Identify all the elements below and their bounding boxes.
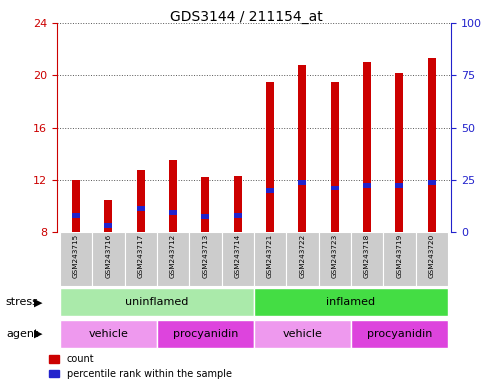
Bar [298,180,307,185]
Bar [254,288,448,316]
Text: procyanidin: procyanidin [367,329,432,339]
Text: uninflamed: uninflamed [125,297,189,307]
Text: GDS3144 / 211154_at: GDS3144 / 211154_at [170,10,323,23]
Bar [72,213,80,218]
Bar [234,176,242,232]
Bar [318,232,351,286]
Bar [298,65,307,232]
Bar [201,177,210,232]
Bar [137,207,145,211]
Legend: count, percentile rank within the sample: count, percentile rank within the sample [49,354,232,379]
Bar [351,320,448,348]
Bar [331,82,339,232]
Bar [169,210,177,215]
Text: inflamed: inflamed [326,297,376,307]
Bar [395,183,403,187]
Text: GSM243720: GSM243720 [429,234,435,278]
Text: ▶: ▶ [34,297,43,307]
Text: GSM243718: GSM243718 [364,234,370,278]
Text: GSM243716: GSM243716 [106,234,111,278]
Text: stress: stress [6,297,39,307]
Text: GSM243719: GSM243719 [396,234,402,278]
Bar [416,232,448,286]
Bar [137,170,145,232]
Bar [427,58,436,232]
Text: vehicle: vehicle [282,329,322,339]
Bar [286,232,318,286]
Text: GSM243713: GSM243713 [203,234,209,278]
Bar [60,232,92,286]
Bar [363,62,371,232]
Bar [363,183,371,187]
Bar [234,213,242,218]
Text: GSM243723: GSM243723 [332,234,338,278]
Bar [331,185,339,190]
Text: GSM243722: GSM243722 [299,234,305,278]
Text: vehicle: vehicle [88,329,128,339]
Bar [92,232,125,286]
Text: procyanidin: procyanidin [173,329,238,339]
Bar [157,320,254,348]
Text: GSM243712: GSM243712 [170,234,176,278]
Bar [201,214,210,219]
Bar [383,232,416,286]
Bar [157,232,189,286]
Bar [221,232,254,286]
Bar [60,288,254,316]
Bar [105,223,112,228]
Bar [125,232,157,286]
Bar [395,73,403,232]
Bar [189,232,221,286]
Text: agent: agent [6,329,38,339]
Text: GSM243714: GSM243714 [235,234,241,278]
Bar [266,82,274,232]
Bar [169,161,177,232]
Text: GSM243717: GSM243717 [138,234,144,278]
Text: GSM243721: GSM243721 [267,234,273,278]
Bar [105,200,112,232]
Text: ▶: ▶ [34,329,43,339]
Bar [266,188,274,193]
Text: GSM243715: GSM243715 [73,234,79,278]
Bar [427,180,436,185]
Bar [72,180,80,232]
Bar [254,232,286,286]
Bar [60,320,157,348]
Bar [254,320,351,348]
Bar [351,232,383,286]
